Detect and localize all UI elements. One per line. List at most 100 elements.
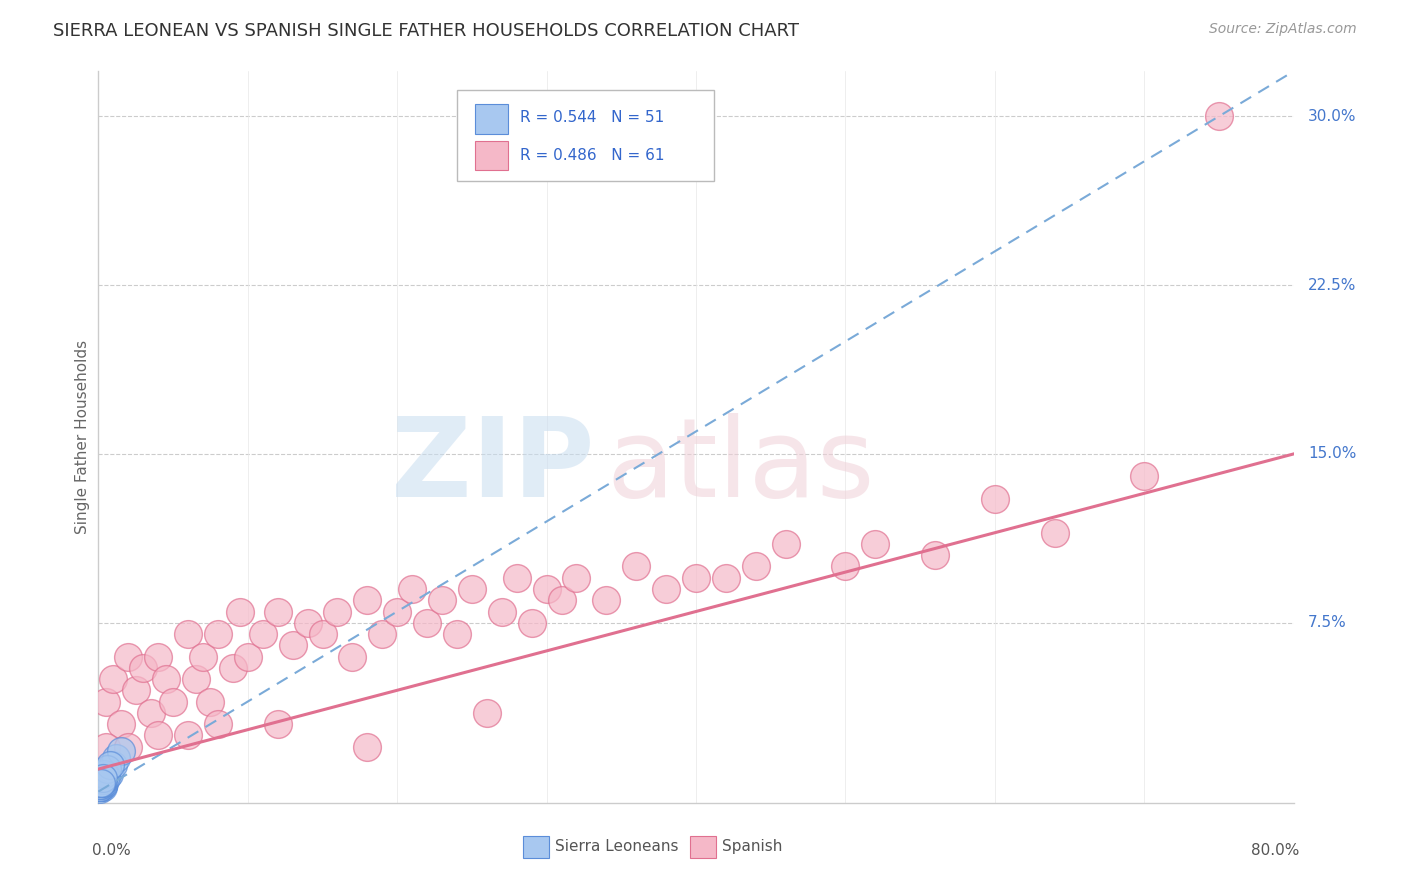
Point <box>536 582 558 596</box>
Text: Sierra Leoneans: Sierra Leoneans <box>555 839 679 855</box>
Point <box>90 778 112 792</box>
Point <box>416 615 439 630</box>
Point <box>89 778 111 792</box>
Point <box>89 775 111 789</box>
Point <box>103 672 125 686</box>
Point <box>191 649 214 664</box>
Bar <box>523 836 548 858</box>
Point <box>326 605 349 619</box>
Point <box>924 548 946 562</box>
Text: SIERRA LEONEAN VS SPANISH SINGLE FATHER HOUSEHOLDS CORRELATION CHART: SIERRA LEONEAN VS SPANISH SINGLE FATHER … <box>53 22 800 40</box>
Text: 22.5%: 22.5% <box>1308 277 1357 293</box>
Text: Source: ZipAtlas.com: Source: ZipAtlas.com <box>1209 22 1357 37</box>
Text: atlas: atlas <box>606 413 875 520</box>
Point <box>103 757 125 772</box>
Point <box>491 605 513 619</box>
Point <box>89 780 111 794</box>
Point <box>401 582 423 596</box>
Point <box>267 717 290 731</box>
Point <box>89 775 111 789</box>
Point <box>89 773 111 788</box>
Y-axis label: Single Father Households: Single Father Households <box>75 340 90 534</box>
Point <box>89 780 111 794</box>
Point <box>90 773 112 788</box>
Point <box>125 683 148 698</box>
Point <box>177 627 200 641</box>
Point <box>252 627 274 641</box>
Point <box>91 769 114 783</box>
Point <box>865 537 887 551</box>
Point <box>371 627 394 641</box>
Point <box>89 775 111 789</box>
Point <box>267 605 290 619</box>
Point <box>117 739 139 754</box>
Point <box>207 717 229 731</box>
Point <box>90 775 112 789</box>
Point <box>430 593 453 607</box>
Point <box>93 766 115 780</box>
Point <box>1043 525 1066 540</box>
Point <box>90 775 112 789</box>
Point <box>94 771 117 785</box>
Point <box>90 778 112 792</box>
Point <box>89 780 111 794</box>
Point <box>550 593 572 607</box>
Point <box>90 775 112 789</box>
Point <box>90 771 112 785</box>
Text: 80.0%: 80.0% <box>1251 843 1299 858</box>
Point <box>745 559 768 574</box>
Point <box>834 559 856 574</box>
Point <box>281 638 304 652</box>
Point <box>200 694 222 708</box>
Point <box>90 780 112 794</box>
Point <box>90 775 112 789</box>
Point <box>595 593 617 607</box>
Point <box>91 773 114 788</box>
Point <box>297 615 319 630</box>
Point <box>90 773 112 788</box>
Point <box>89 782 111 797</box>
Point <box>96 769 118 783</box>
Point <box>110 744 132 758</box>
Text: R = 0.486   N = 61: R = 0.486 N = 61 <box>520 148 665 163</box>
Point <box>91 778 114 792</box>
Point <box>775 537 797 551</box>
Point <box>93 766 115 780</box>
Point <box>139 706 162 720</box>
Point <box>93 775 115 789</box>
Text: 7.5%: 7.5% <box>1308 615 1347 631</box>
Point <box>98 757 122 772</box>
Point <box>229 605 252 619</box>
Point <box>385 605 409 619</box>
Point <box>89 773 111 788</box>
Point <box>222 661 245 675</box>
Bar <box>475 141 509 170</box>
Point <box>446 627 468 641</box>
Text: R = 0.544   N = 51: R = 0.544 N = 51 <box>520 110 665 125</box>
Text: ZIP: ZIP <box>391 413 595 520</box>
Bar <box>690 836 716 858</box>
Bar <box>475 104 509 134</box>
Point <box>94 769 117 783</box>
Point <box>97 766 120 780</box>
Point <box>342 649 364 664</box>
Point <box>984 491 1007 506</box>
Point <box>94 739 117 754</box>
Point <box>1208 109 1230 123</box>
Point <box>162 694 184 708</box>
Point <box>714 571 737 585</box>
Point <box>90 773 112 788</box>
Point <box>89 778 111 792</box>
Point <box>207 627 229 641</box>
Text: 30.0%: 30.0% <box>1308 109 1357 124</box>
Point <box>356 593 378 607</box>
Point <box>311 627 333 641</box>
Point <box>90 775 112 789</box>
Point <box>177 728 200 742</box>
Point <box>461 582 484 596</box>
Point <box>96 762 118 776</box>
Point <box>520 615 543 630</box>
Point <box>506 571 529 585</box>
Text: 15.0%: 15.0% <box>1308 447 1357 461</box>
Point <box>184 672 207 686</box>
